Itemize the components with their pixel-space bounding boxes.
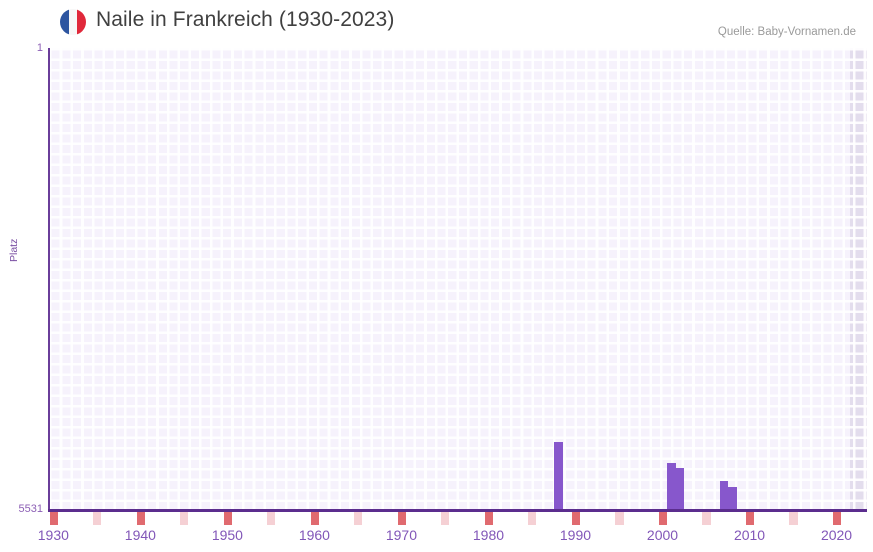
x-tick-label: 1940 <box>124 527 156 543</box>
rank-marker <box>484 512 493 525</box>
rank-marker <box>136 512 145 525</box>
projection-shaded-region <box>849 48 867 510</box>
x-tick-label: 1930 <box>37 527 69 543</box>
rank-marker <box>49 512 58 525</box>
rank-marker <box>267 512 276 525</box>
france-flag-icon <box>60 9 86 35</box>
flag-band-white <box>68 9 78 35</box>
y-axis-title: Platz <box>8 238 20 262</box>
y-axis-line <box>48 48 50 511</box>
x-tick-label: 2000 <box>646 527 679 543</box>
rank-marker <box>354 512 363 525</box>
rank-marker <box>832 512 842 525</box>
bar <box>676 468 685 510</box>
rank-marker <box>180 512 189 525</box>
x-axis-line <box>48 509 867 512</box>
rank-marker <box>93 512 102 525</box>
rank-marker <box>223 512 232 525</box>
rank-marker <box>310 512 319 525</box>
rank-marker <box>441 512 450 525</box>
chart-header: Naile in Frankreich (1930-2023) Quelle: … <box>0 0 873 44</box>
grid-lines <box>49 48 867 510</box>
bar <box>667 462 676 510</box>
bar <box>554 441 563 510</box>
y-tick-label-bottom: 5531 <box>18 503 43 515</box>
bar <box>719 481 728 510</box>
x-tick-label: 1980 <box>472 527 505 543</box>
x-tick-label: 1970 <box>385 527 417 543</box>
x-tick-label: 1950 <box>211 527 243 543</box>
plot-area <box>49 48 867 510</box>
x-tick-label: 1990 <box>559 527 592 543</box>
rank-marker <box>702 512 711 525</box>
page-title: Naile in Frankreich (1930-2023) <box>96 8 395 31</box>
x-tick-label: 2010 <box>733 527 766 543</box>
source-attribution: Quelle: Baby-Vornamen.de <box>717 26 856 38</box>
bar <box>728 487 737 510</box>
x-tick-label: 1960 <box>298 527 330 543</box>
rank-marker <box>658 512 667 525</box>
y-tick-label-top: 1 <box>36 42 43 54</box>
rank-marker <box>745 512 755 525</box>
rank-marker <box>528 512 537 525</box>
rank-marker <box>571 512 580 525</box>
x-tick-label: 2020 <box>820 527 853 543</box>
flag-band-red <box>77 9 86 35</box>
flag-band-blue <box>60 9 69 35</box>
rank-marker <box>397 512 406 525</box>
rank-marker <box>615 512 624 525</box>
rank-marker <box>789 512 798 525</box>
